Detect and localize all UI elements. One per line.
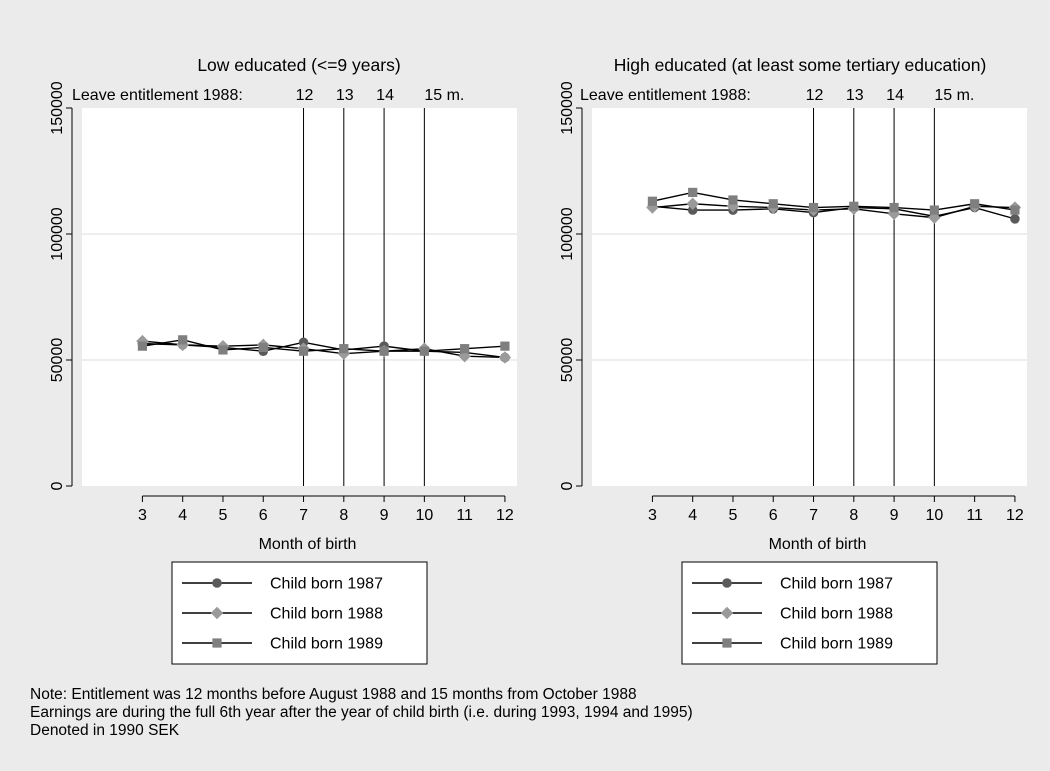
plot-area bbox=[592, 108, 1027, 486]
x-tick-label: 6 bbox=[259, 507, 268, 524]
y-tick-label: 150000 bbox=[559, 81, 576, 134]
legend-marker bbox=[722, 578, 732, 588]
figure-notes: Note: Entitlement was 12 months before A… bbox=[30, 686, 693, 740]
x-tick-label: 4 bbox=[178, 507, 187, 524]
chart-canvas: 0 50000 100000 150000 3 4 5 6 7 8 9 10 11 12 Month of … bbox=[49, 55, 1027, 665]
x-tick-label: 5 bbox=[219, 507, 228, 524]
data-point bbox=[728, 195, 738, 205]
y-tick-label: 0 bbox=[49, 481, 66, 490]
legend-marker bbox=[720, 606, 734, 620]
entitlement-month-label: 15 m. bbox=[424, 87, 464, 104]
data-point bbox=[647, 196, 658, 206]
data-point bbox=[688, 187, 698, 198]
data-point bbox=[379, 346, 389, 356]
legend-label: Child born 1988 bbox=[780, 606, 893, 623]
data-point bbox=[929, 205, 939, 215]
legend-label: Child born 1988 bbox=[270, 606, 383, 623]
y-tick-label: 100000 bbox=[559, 207, 576, 260]
x-tick-label: 11 bbox=[456, 507, 473, 524]
series-line bbox=[652, 191, 1016, 211]
y-tick-label: 100000 bbox=[49, 207, 66, 260]
data-point bbox=[460, 344, 470, 354]
x-tick-label: 8 bbox=[849, 507, 858, 524]
data-point bbox=[889, 202, 899, 213]
data-point bbox=[137, 341, 148, 351]
data-point bbox=[339, 344, 349, 354]
data-point bbox=[218, 345, 228, 355]
entitlement-month-label: 14 bbox=[886, 87, 904, 104]
x-tick-label: 4 bbox=[688, 507, 697, 524]
panel-title: Low educated (<=9 years) bbox=[197, 55, 400, 75]
legend: Child born 1987 Child born 1988 Child born… bbox=[681, 561, 938, 665]
note-line-2: Earnings are during the full 6th year af… bbox=[30, 704, 693, 721]
panel-title: High educated (at least some tertiary ed… bbox=[614, 55, 987, 75]
x-tick-label: 6 bbox=[769, 507, 778, 524]
x-tick-label: 5 bbox=[729, 507, 738, 524]
data-point bbox=[178, 335, 188, 345]
data-point bbox=[687, 205, 698, 215]
entitlement-label: Leave entitlement 1988: bbox=[72, 87, 243, 104]
y-tick-label: 150000 bbox=[49, 81, 66, 134]
data-point bbox=[849, 201, 859, 211]
data-point bbox=[298, 346, 309, 356]
x-tick-label: 3 bbox=[138, 507, 147, 524]
legend-label: Child born 1989 bbox=[780, 636, 893, 653]
y-tick-label: 50000 bbox=[559, 338, 576, 383]
x-tick-label: 8 bbox=[339, 507, 348, 524]
x-tick-label: 9 bbox=[380, 507, 389, 524]
data-point bbox=[970, 199, 980, 209]
note-line-3: Denoted in 1990 SEK bbox=[30, 722, 180, 739]
legend-marker bbox=[210, 606, 224, 620]
series-3 bbox=[137, 335, 510, 356]
x-axis-label: Month of birth bbox=[769, 536, 867, 553]
data-point bbox=[808, 202, 819, 213]
note-line-1: Note: Entitlement was 12 months before A… bbox=[30, 686, 637, 703]
y-tick-label: 0 bbox=[559, 481, 576, 490]
data-point bbox=[1010, 214, 1020, 224]
entitlement-month-label: 12 bbox=[296, 87, 314, 104]
data-point bbox=[298, 337, 309, 348]
x-tick-label: 9 bbox=[890, 507, 899, 524]
series-line bbox=[652, 203, 1015, 219]
chart-panel-1: 0 50000 100000 150000 3 4 5 6 7 8 9 10 11 12 Month of … bbox=[49, 55, 517, 665]
entitlement-month-label: 15 m. bbox=[934, 87, 974, 104]
legend-label: Child born 1989 bbox=[270, 636, 383, 653]
entitlement-month-label: 13 bbox=[846, 87, 864, 104]
legend-marker bbox=[722, 638, 732, 648]
legend: Child born 1987 Child born 1988 Child born… bbox=[171, 561, 428, 665]
series-3 bbox=[647, 187, 1020, 215]
x-axis-label: Month of birth bbox=[259, 536, 357, 553]
x-tick-label: 12 bbox=[496, 507, 514, 524]
chart-panel-2: 0 50000 100000 150000 3 4 5 6 7 8 9 10 11 12 Month of … bbox=[559, 55, 1027, 665]
data-point bbox=[768, 199, 778, 209]
data-point bbox=[500, 341, 510, 351]
data-point bbox=[419, 346, 429, 356]
series-line bbox=[142, 339, 505, 352]
x-tick-label: 12 bbox=[1006, 507, 1024, 524]
x-tick-label: 10 bbox=[925, 507, 943, 524]
legend-marker bbox=[212, 638, 222, 648]
x-tick-label: 7 bbox=[299, 507, 308, 524]
data-point bbox=[1010, 205, 1020, 215]
x-tick-label: 3 bbox=[648, 507, 657, 524]
y-tick-label: 50000 bbox=[49, 338, 66, 383]
x-tick-label: 11 bbox=[966, 507, 983, 524]
data-point bbox=[498, 351, 512, 364]
data-point bbox=[887, 207, 901, 221]
plot-area bbox=[82, 108, 517, 486]
data-point bbox=[258, 342, 268, 352]
data-point bbox=[686, 197, 699, 210]
entitlement-month-label: 13 bbox=[336, 87, 354, 104]
entitlement-month-label: 14 bbox=[376, 87, 394, 104]
entitlement-label: Leave entitlement 1988: bbox=[580, 87, 751, 104]
legend-marker bbox=[212, 578, 222, 588]
x-tick-label: 10 bbox=[415, 507, 433, 524]
x-tick-label: 7 bbox=[809, 507, 818, 524]
data-point bbox=[726, 200, 740, 213]
entitlement-month-label: 12 bbox=[806, 87, 824, 104]
legend-label: Child born 1987 bbox=[780, 576, 893, 593]
legend-label: Child born 1987 bbox=[270, 576, 383, 593]
